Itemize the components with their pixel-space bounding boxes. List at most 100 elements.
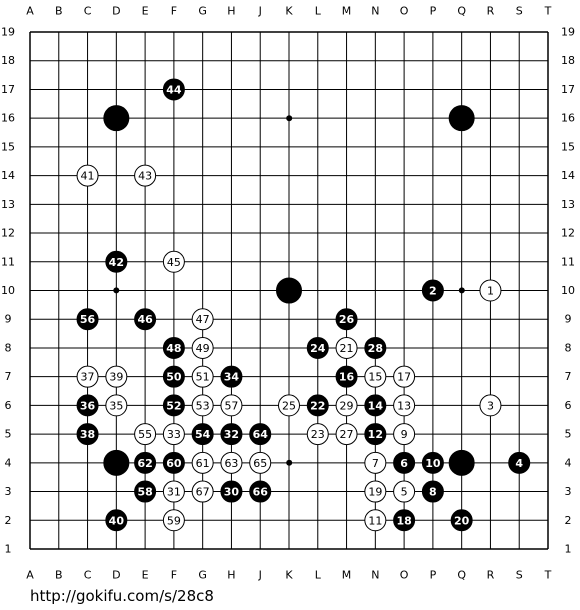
stone [364,394,387,417]
column-label: D [112,569,120,582]
stone [393,451,416,474]
move-number: 60 [166,457,182,470]
stone [105,250,128,273]
column-label: G [198,5,207,18]
stone [306,394,329,417]
stone [335,394,358,417]
stone [162,78,185,101]
stone [105,394,128,417]
stone [191,336,214,359]
move-number: 13 [397,399,411,412]
move-number: 56 [80,313,96,326]
column-label: R [487,569,495,582]
row-label: 7 [5,370,12,383]
star-point [113,287,120,294]
row-label: 3 [565,485,572,498]
row-label: 8 [565,341,572,354]
row-label: 1 [5,543,12,556]
stone [249,423,272,446]
move-number: 64 [253,428,269,441]
row-label: 17 [561,83,575,96]
move-number: 54 [195,428,211,441]
move-number: 53 [196,399,210,412]
move-number: 42 [109,256,124,269]
row-label: 17 [1,83,15,96]
column-label: J [258,569,262,582]
stone [479,279,502,302]
stone [105,509,128,532]
stone [393,509,416,532]
column-label: B [55,569,63,582]
move-number: 21 [340,342,354,355]
row-label: 8 [5,341,12,354]
move-number: 58 [137,486,152,499]
stone [220,480,243,503]
move-number: 18 [396,514,411,527]
move-number: 62 [137,457,152,470]
stone [162,394,185,417]
row-label: 14 [561,169,575,182]
column-label: T [544,5,552,18]
stone [134,451,157,474]
move-number: 11 [368,514,382,527]
move-number: 43 [138,170,152,183]
stone [162,451,185,474]
column-label: D [112,5,120,18]
stone [276,277,302,304]
stone [421,451,444,474]
move-number: 23 [311,428,325,441]
column-label: Q [457,569,466,582]
stone [450,509,473,532]
move-number: 7 [372,457,379,470]
stone [191,308,214,331]
stone [76,365,99,388]
move-number: 65 [253,457,267,470]
column-label: N [371,5,379,18]
stone [162,509,185,532]
row-label: 3 [5,485,12,498]
move-number: 32 [224,428,239,441]
column-label: E [142,5,149,18]
row-label: 5 [565,428,572,441]
move-number: 50 [166,371,182,384]
column-label: T [544,569,552,582]
stone [162,423,185,446]
row-label: 2 [5,514,12,527]
column-label: H [227,569,235,582]
move-number: 27 [340,428,354,441]
coordinates: AABBCCDDEEFFGGHHJJKKLLMMNNOOPPQQRRSSTT19… [1,5,575,582]
stone [162,250,185,273]
stone [278,394,300,417]
stone [162,480,185,503]
stone [393,394,416,417]
star-point [286,115,293,122]
move-number: 1 [487,285,494,298]
move-number: 35 [109,399,123,412]
move-number: 22 [310,399,325,412]
stone [421,480,444,503]
stone [220,423,243,446]
stone [76,423,99,446]
stone [306,336,329,359]
star-point [458,287,465,294]
column-label: B [55,5,63,18]
column-label: C [84,569,92,582]
row-label: 18 [561,54,575,67]
column-label: O [400,5,409,18]
row-label: 12 [561,227,575,240]
move-number: 38 [80,428,95,441]
move-number: 25 [282,399,296,412]
column-label: S [516,5,523,18]
stone [134,308,157,331]
move-number: 55 [138,428,152,441]
stone [364,480,387,503]
column-label: R [487,5,495,18]
column-label: K [285,5,293,18]
move-number: 41 [81,170,95,183]
move-number: 57 [224,399,238,412]
move-number: 6 [400,457,408,470]
stone [306,423,329,446]
stone [421,279,444,302]
